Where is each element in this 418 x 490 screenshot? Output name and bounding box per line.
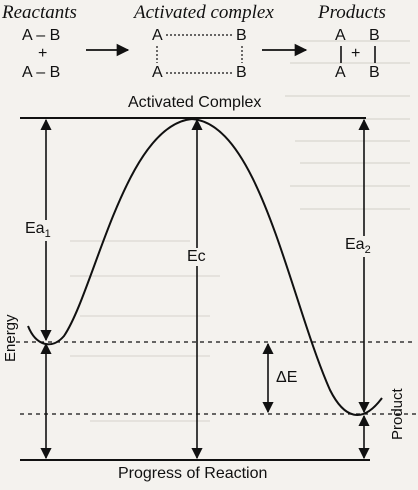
reactant-top: A – B	[22, 27, 61, 44]
activated-complex-title: Activated complex	[134, 2, 274, 23]
energy-curve	[27, 117, 383, 416]
complex-a-bottom: A	[152, 64, 163, 81]
reactant-bottom: A – B	[22, 64, 61, 81]
product-b-bottom: B	[369, 64, 380, 81]
ea2-label: Ea2	[344, 236, 372, 258]
complex-b-bottom: B	[236, 64, 247, 81]
ea1-subscript: 1	[44, 228, 51, 241]
x-axis-label: Progress of Reaction	[118, 465, 268, 482]
complex-dotted-bonds	[156, 34, 243, 74]
energy-axis-label: Energy	[2, 314, 19, 362]
ea1-label: Ea1	[24, 220, 52, 242]
product-axis-label: Product	[389, 388, 406, 440]
ec-label: Ec	[186, 248, 207, 266]
activated-complex-label: Activated Complex	[126, 94, 264, 111]
product-a-top: A	[335, 27, 346, 44]
reactant-plus: +	[38, 45, 48, 62]
ea2-text: Ea	[345, 236, 365, 253]
product-b-top: B	[369, 27, 380, 44]
complex-a-top: A	[152, 27, 163, 44]
ea2-subscript: 2	[364, 244, 371, 257]
delta-e-label: ΔE	[276, 369, 298, 386]
product-a-bottom: A	[335, 64, 346, 81]
reactants-title: Reactants	[2, 2, 77, 23]
product-bonds	[340, 46, 376, 63]
products-title: Products	[318, 2, 386, 23]
product-plus: +	[351, 45, 361, 62]
ea1-text: Ea	[25, 220, 45, 237]
complex-b-top: B	[236, 27, 247, 44]
